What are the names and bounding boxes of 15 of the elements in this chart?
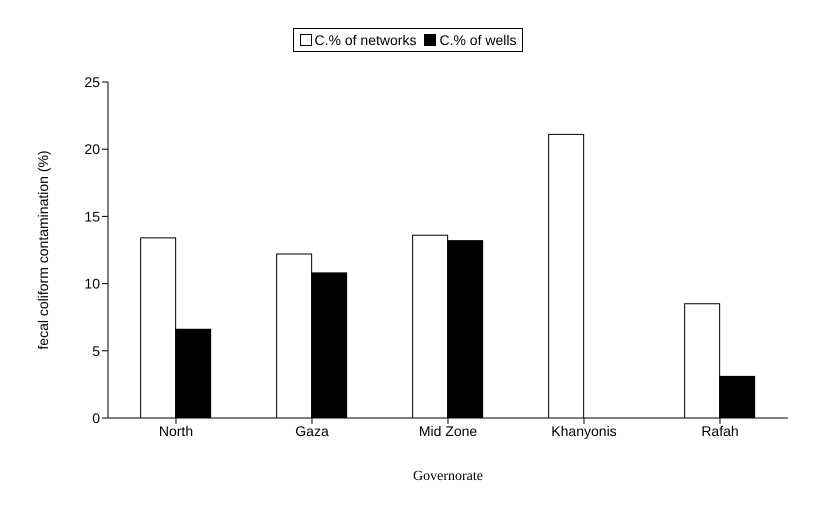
x-tick-label: Rafah [701, 422, 739, 439]
y-tick-label: 5 [92, 342, 100, 359]
y-tick-label: 10 [84, 276, 100, 292]
legend-label: C.% of wells [438, 32, 516, 48]
legend-label: C.% of networks [314, 32, 416, 48]
y-tick-label: 20 [84, 141, 100, 158]
x-tick-label: Khanyonis [551, 422, 617, 439]
x-tick-label: Mid Zone [418, 422, 478, 439]
y-tick-label: 25 [84, 74, 100, 90]
y-tick-label: 15 [84, 208, 100, 224]
x-axis-title: Governorate [413, 469, 483, 484]
y-tick-label: 0 [92, 410, 100, 426]
x-tick-label: North [158, 422, 194, 439]
y-axis-title: fecal coliform contamination (%) [34, 150, 51, 350]
x-tick-label: Gaza [295, 422, 329, 439]
